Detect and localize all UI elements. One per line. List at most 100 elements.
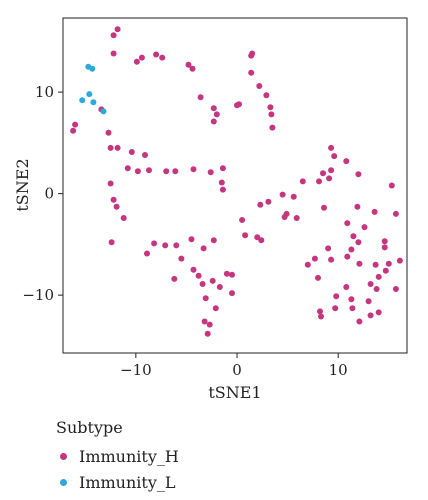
point-immunity-h-103 — [328, 256, 335, 263]
point-immunity-h-25 — [269, 124, 276, 131]
point-immunity-h-115 — [333, 293, 340, 300]
point-immunity-h-17 — [213, 111, 220, 118]
point-immunity-h-56 — [195, 272, 202, 279]
point-immunity-h-50 — [200, 245, 207, 252]
point-immunity-h-102 — [325, 245, 332, 252]
point-immunity-h-49 — [188, 236, 195, 243]
point-immunity-h-92 — [350, 233, 357, 240]
point-immunity-h-33 — [146, 167, 152, 174]
point-immunity-h-118 — [304, 261, 311, 268]
point-immunity-h-57 — [199, 281, 206, 287]
point-immunity-h-110 — [373, 286, 380, 292]
point-immunity-h-43 — [113, 203, 120, 210]
point-immunity-h-72 — [257, 201, 264, 208]
point-immunity-h-51 — [210, 237, 217, 244]
point-immunity-h-105 — [382, 267, 389, 274]
point-immunity-h-121 — [343, 284, 350, 290]
points-layer — [70, 26, 403, 337]
point-immunity-h-120 — [315, 274, 321, 281]
point-immunity-h-58 — [202, 295, 209, 302]
y-axis-title: tSNE2 — [13, 158, 32, 211]
point-immunity-h-69 — [242, 232, 249, 239]
point-immunity-l-1 — [89, 65, 96, 72]
x-tick-label: 0 — [232, 361, 242, 379]
point-immunity-h-28 — [114, 144, 121, 151]
point-immunity-h-1 — [110, 32, 117, 39]
point-immunity-h-22 — [263, 92, 270, 99]
point-immunity-h-54 — [178, 255, 185, 262]
point-immunity-h-104 — [344, 253, 351, 260]
point-immunity-h-71 — [258, 237, 265, 244]
point-immunity-h-67 — [229, 271, 235, 278]
point-immunity-h-87 — [320, 170, 326, 177]
point-immunity-h-36 — [190, 166, 197, 173]
x-tick-label: −10 — [120, 361, 152, 379]
x-tick-label: 10 — [329, 361, 348, 379]
point-immunity-h-124 — [356, 318, 363, 325]
point-immunity-h-74 — [279, 191, 286, 198]
point-immunity-h-55 — [190, 266, 197, 273]
point-immunity-h-37 — [207, 169, 214, 176]
point-immunity-h-114 — [392, 286, 399, 292]
point-immunity-h-3 — [138, 54, 145, 61]
point-immunity-h-15 — [197, 94, 204, 101]
point-immunity-h-111 — [365, 298, 372, 305]
point-immunity-h-88 — [321, 204, 327, 211]
point-immunity-h-61 — [206, 321, 213, 328]
point-immunity-h-93 — [361, 224, 368, 231]
point-immunity-h-96 — [356, 260, 363, 267]
point-immunity-h-100 — [396, 257, 403, 264]
point-immunity-h-107 — [372, 261, 379, 268]
y-tick-label: 0 — [44, 185, 54, 203]
point-immunity-h-106 — [375, 273, 382, 280]
point-immunity-h-44 — [120, 215, 127, 221]
point-immunity-h-89 — [354, 203, 361, 210]
point-immunity-h-77 — [293, 215, 300, 221]
point-immunity-h-108 — [385, 260, 392, 267]
point-immunity-h-38 — [219, 165, 226, 172]
legend-marker-immunity-l — [60, 478, 67, 486]
point-immunity-h-98 — [381, 244, 388, 251]
point-immunity-h-82 — [328, 167, 335, 174]
point-immunity-h-109 — [367, 281, 374, 287]
point-immunity-h-8 — [189, 65, 196, 72]
point-immunity-h-116 — [332, 305, 339, 312]
point-immunity-h-16 — [210, 105, 217, 112]
point-immunity-h-2 — [110, 50, 117, 57]
point-immunity-h-0 — [114, 26, 121, 33]
point-immunity-h-47 — [162, 242, 169, 249]
point-immunity-h-112 — [375, 309, 382, 316]
point-immunity-h-122 — [348, 296, 355, 303]
point-immunity-h-99 — [392, 210, 399, 217]
point-immunity-h-76 — [290, 193, 297, 200]
point-immunity-l-4 — [90, 99, 97, 106]
point-immunity-h-125 — [318, 313, 324, 320]
point-immunity-h-83 — [328, 144, 335, 151]
point-immunity-h-91 — [344, 220, 351, 227]
point-immunity-h-39 — [218, 179, 225, 186]
point-immunity-h-7 — [185, 61, 192, 68]
legend-marker-immunity-h — [60, 452, 67, 460]
point-immunity-h-34 — [163, 168, 170, 175]
point-immunity-h-18 — [210, 118, 217, 125]
point-immunity-h-4 — [133, 58, 140, 65]
point-immunity-h-32 — [134, 168, 141, 175]
point-immunity-h-73 — [265, 198, 272, 205]
point-immunity-h-46 — [151, 240, 158, 247]
point-immunity-h-12 — [72, 121, 79, 128]
point-immunity-h-42 — [110, 196, 117, 203]
point-immunity-h-97 — [381, 238, 388, 245]
point-immunity-h-90 — [371, 208, 378, 215]
point-immunity-h-53 — [171, 275, 178, 282]
point-immunity-h-63 — [212, 305, 219, 312]
point-immunity-h-79 — [299, 178, 306, 185]
point-immunity-l-2 — [79, 97, 86, 104]
point-immunity-h-31 — [124, 165, 131, 172]
point-immunity-h-20 — [234, 102, 240, 109]
point-immunity-h-66 — [229, 290, 235, 297]
legend-label-immunity-h: Immunity_H — [79, 446, 179, 466]
y-tick-label: −10 — [22, 286, 54, 304]
point-immunity-h-123 — [349, 305, 356, 312]
point-immunity-h-41 — [107, 180, 114, 187]
point-immunity-h-45 — [108, 239, 115, 246]
